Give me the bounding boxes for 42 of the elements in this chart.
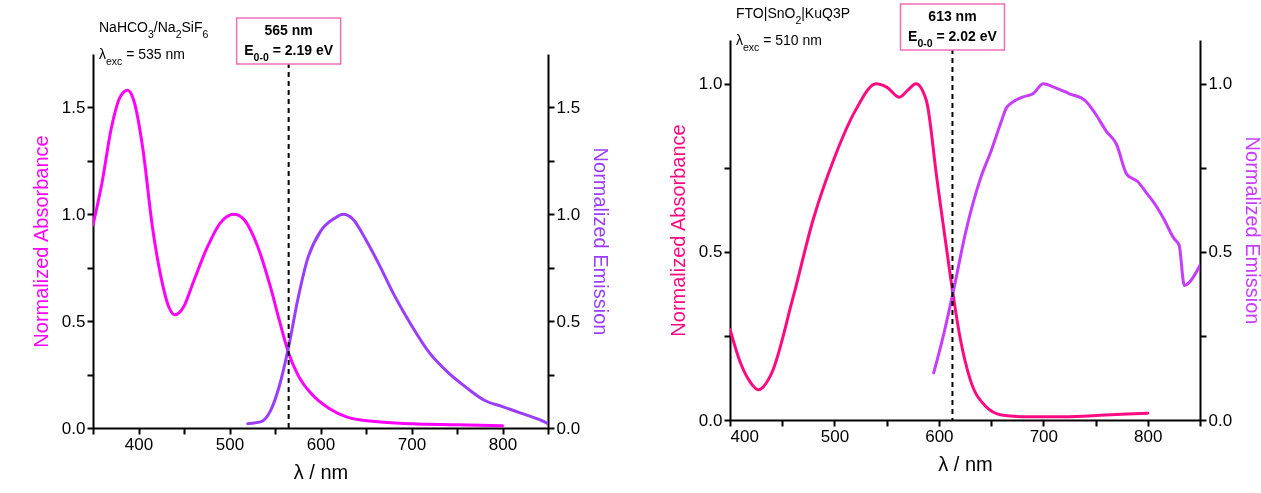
- annotation: λ$_{exc}$ = 510 nm: [736, 32, 822, 53]
- x-tick-label: 400: [730, 426, 759, 446]
- y-axis-title: Normalized Absorbance: [29, 135, 52, 348]
- line-series: [932, 82, 1200, 375]
- x-tick-label: 500: [820, 426, 850, 446]
- line-series: [93, 88, 504, 428]
- line-series: [730, 82, 1150, 419]
- y2-tick-label: 1.5: [556, 97, 581, 117]
- x-tick-label: 400: [124, 434, 154, 454]
- x-tick-label: 700: [1029, 426, 1059, 446]
- y2-tick-label: 1.0: [556, 204, 581, 224]
- y-tick-label: 1.0: [61, 204, 86, 224]
- y2-axis-title: Normalized Emission: [1242, 136, 1261, 325]
- y-tick-label: 0.5: [61, 311, 86, 331]
- y-axis-title: Normalized Absorbance: [666, 124, 689, 337]
- y-tick-label: 0.5: [698, 242, 723, 262]
- y2-tick-label: 0.0: [556, 418, 581, 438]
- text: NaHCO$_{3}$/Na$_{2}$SiF$_{6}$: [99, 19, 209, 40]
- x-tick-label: 600: [925, 426, 954, 446]
- x-axis-title: λ / nm: [938, 452, 993, 475]
- x-tick-label: 500: [215, 434, 245, 454]
- annotation: λ$_{exc}$ = 535 nm: [99, 46, 185, 67]
- y-tick-label: 0.0: [698, 410, 723, 430]
- y2-tick-label: 0.5: [1208, 242, 1233, 262]
- text: FTO|SnO$_{2}$|KuQ3P: [736, 5, 851, 26]
- annotation: E$_{0-0}$ = 2.02 eV: [908, 28, 998, 49]
- annotation: E$_{0-0}$ = 2.19 eV: [244, 42, 334, 63]
- x-axis-title: λ / nm: [293, 460, 349, 483]
- y2-tick-label: 0.5: [556, 311, 581, 331]
- ref-line-label: 565 nm: [264, 22, 313, 38]
- y-tick-label: 0.0: [61, 418, 86, 438]
- y-tick-label: 1.5: [61, 97, 86, 117]
- x-tick-label: 800: [1134, 426, 1163, 446]
- y2-axis-title: Normalized Emission: [590, 147, 613, 336]
- x-tick-label: 700: [397, 434, 427, 454]
- y2-tick-label: 1.0: [1208, 74, 1233, 94]
- y-tick-label: 1.0: [698, 74, 723, 94]
- line-series: [246, 212, 548, 426]
- y2-tick-label: 0.0: [1208, 410, 1233, 430]
- ref-line-label: 613 nm: [928, 8, 977, 24]
- x-tick-label: 800: [488, 434, 518, 454]
- x-tick-label: 600: [306, 434, 336, 454]
